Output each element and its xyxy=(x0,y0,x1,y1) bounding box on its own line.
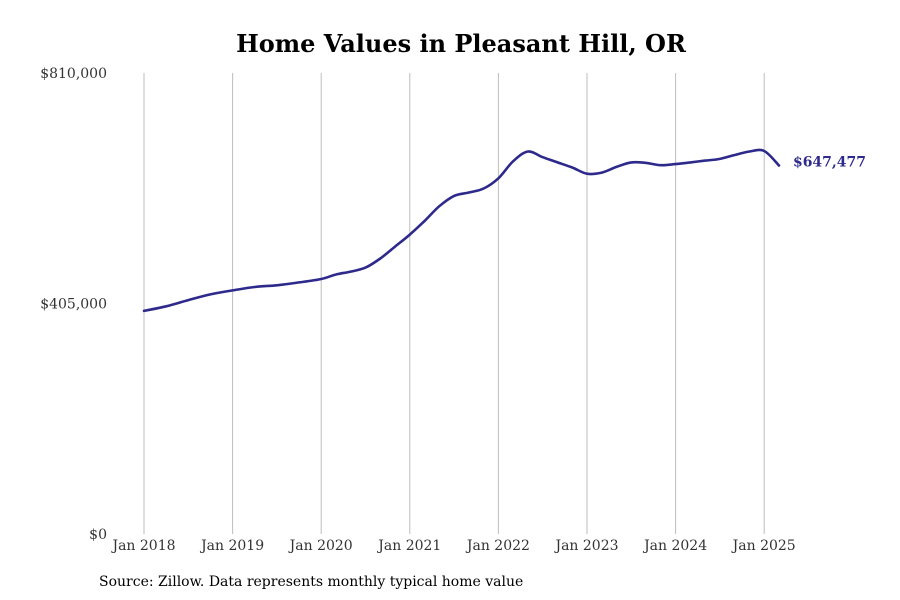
y-axis-ticks: $0 $405,000 $810,000 xyxy=(40,66,107,543)
x-tick-label: Jan 2021 xyxy=(376,538,441,554)
grid-lines xyxy=(143,73,765,534)
y-tick-label: $405,000 xyxy=(40,297,107,313)
chart-title: Home Values in Pleasant Hill, OR xyxy=(236,29,687,58)
x-tick-label: Jan 2022 xyxy=(465,538,530,554)
source-note: Source: Zillow. Data represents monthly … xyxy=(99,574,524,590)
x-tick-label: Jan 2025 xyxy=(731,538,796,554)
x-tick-label: Jan 2023 xyxy=(553,538,618,554)
x-tick-label: Jan 2018 xyxy=(110,538,175,554)
x-tick-label: Jan 2020 xyxy=(288,538,353,554)
x-tick-label: Jan 2024 xyxy=(642,538,707,554)
y-tick-label: $0 xyxy=(89,527,107,543)
y-tick-label: $810,000 xyxy=(40,66,107,82)
x-axis-ticks: Jan 2018 Jan 2019 Jan 2020 Jan 2021 Jan 2022… xyxy=(110,538,795,554)
x-tick-label: Jan 2019 xyxy=(199,538,264,554)
series-line xyxy=(142,148,781,313)
end-value-label: $647,477 xyxy=(793,154,866,170)
